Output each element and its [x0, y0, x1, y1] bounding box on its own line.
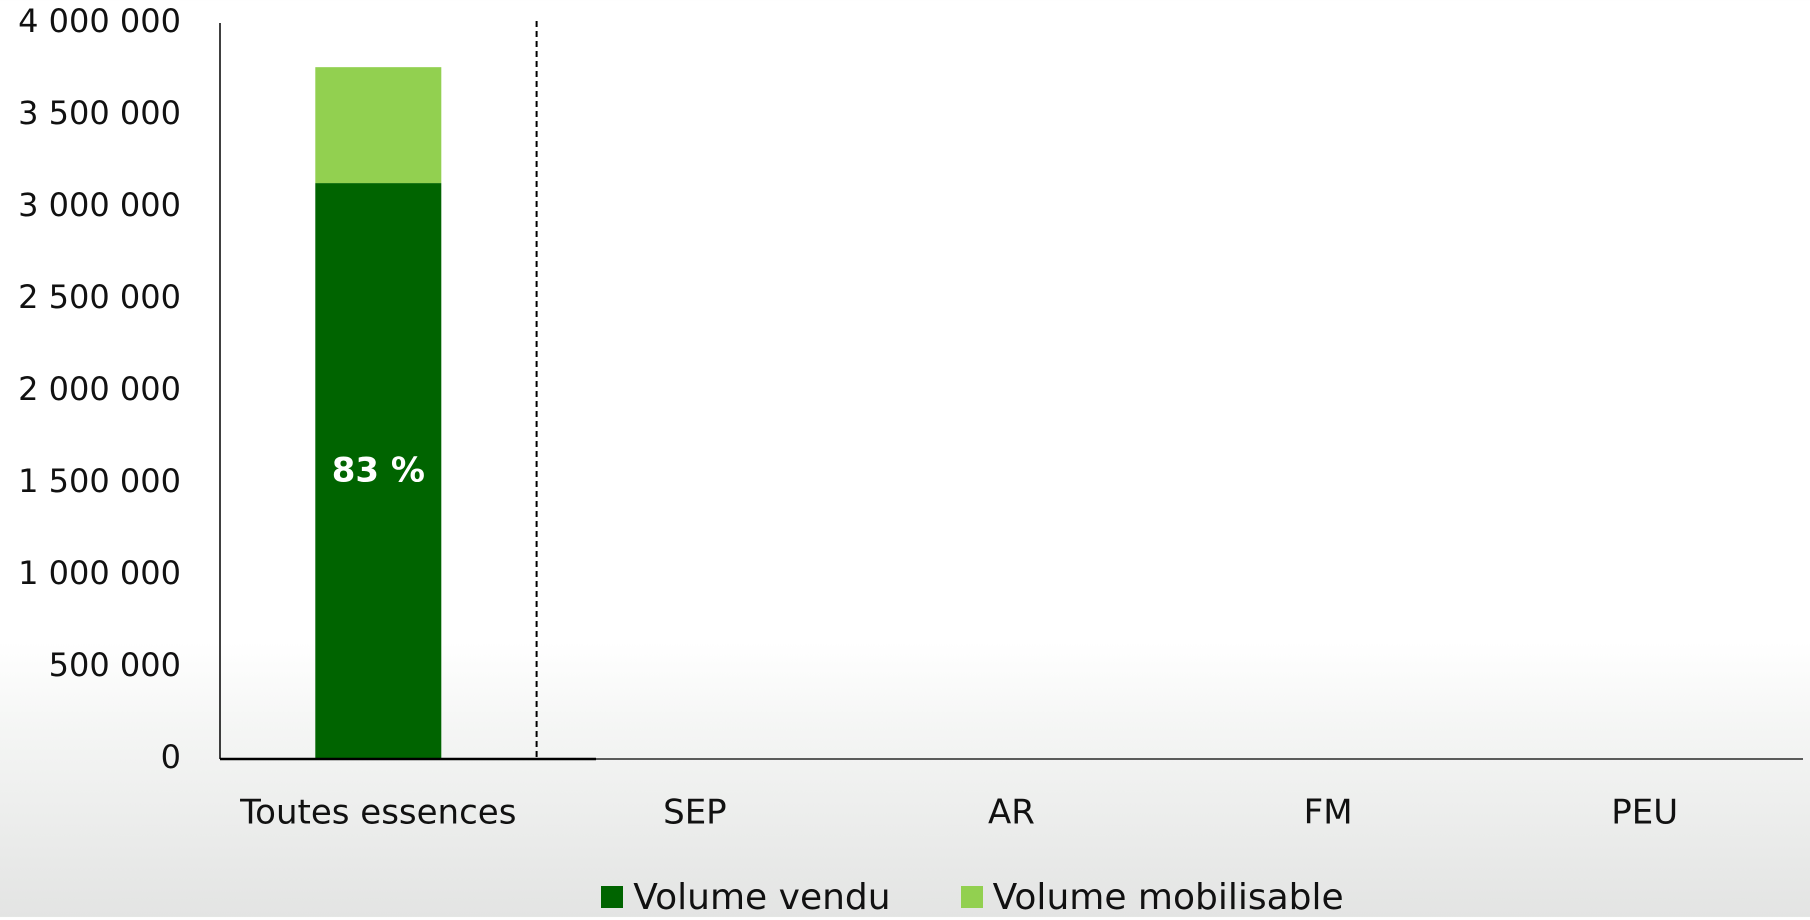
legend-label-volume-mobilisable: Volume mobilisable	[992, 876, 1344, 918]
legend-swatch-volume-mobilisable	[960, 886, 983, 908]
y-tick-label: 1 500 000	[18, 462, 181, 500]
legend-swatch-volume-vendu	[601, 886, 624, 908]
y-tick-label: 2 000 000	[18, 370, 181, 408]
legend-label-volume-vendu: Volume vendu	[633, 876, 891, 918]
y-tick-label: 500 000	[49, 646, 181, 684]
legend-item-volume-mobilisable: Volume mobilisable	[960, 876, 1344, 918]
y-tick-label: 1 000 000	[18, 554, 181, 592]
x-category-label: SEP	[663, 793, 727, 833]
y-tick-label: 3 500 000	[18, 94, 181, 132]
y-tick-label: 0	[161, 738, 181, 776]
y-tick-label: 2 500 000	[18, 278, 181, 316]
bar-percentage-label: 83 %	[332, 451, 425, 491]
y-tick-label: 4 000 000	[18, 2, 181, 40]
legend-item-volume-vendu: Volume vendu	[601, 876, 891, 918]
legend: Volume vendu Volume mobilisable	[0, 874, 1810, 920]
x-category-label: FM	[1304, 793, 1353, 833]
bar-segment-volume-vendu	[315, 183, 442, 759]
x-category-label: Toutes essences	[239, 793, 516, 833]
x-category-label: AR	[988, 793, 1035, 833]
y-tick-label: 3 000 000	[18, 186, 181, 224]
x-category-label: PEU	[1611, 793, 1678, 833]
bar-segment-volume-mobilisable	[315, 67, 442, 184]
bar-chart: 0 500 000 1 000 000 1 500 000 2 000 000 2 500…	[18, 2, 1803, 833]
